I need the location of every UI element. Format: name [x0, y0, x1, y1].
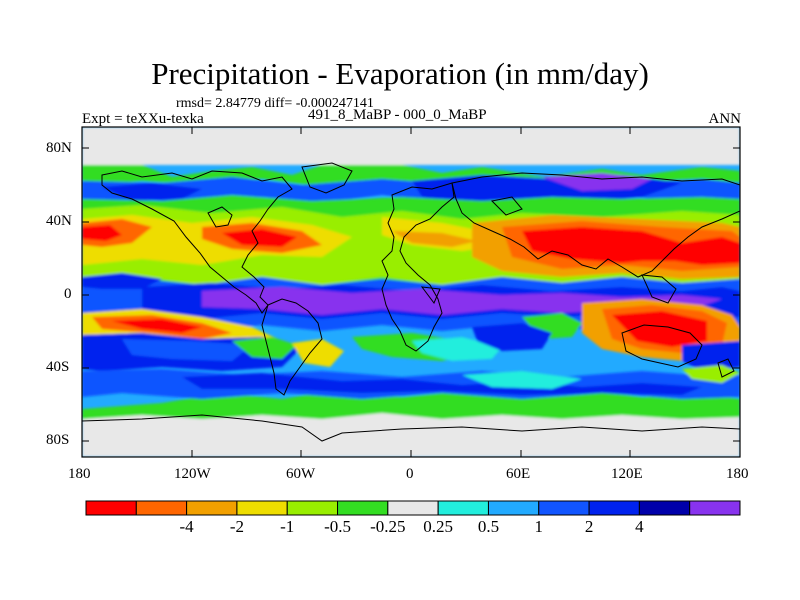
colorbar-swatch	[487, 500, 540, 516]
colorbar-label: 0.25	[423, 517, 454, 536]
lon-label: 120W	[174, 466, 211, 482]
season-label: ANN	[708, 111, 742, 127]
colorbar-swatch	[437, 500, 489, 516]
lon-label: 60E	[506, 466, 531, 482]
lat-label: 0	[64, 286, 72, 302]
lon-label: 180	[726, 466, 749, 482]
colorbar-label: -4	[179, 517, 194, 536]
colorbar-label: -0.5	[324, 517, 351, 536]
colorbar-label: 0.5	[477, 517, 500, 536]
colorbar-swatch	[186, 500, 238, 516]
colorbar-label: -1	[280, 517, 295, 536]
colorbar-swatch	[236, 500, 288, 516]
colorbar-label: 4	[635, 517, 644, 536]
lon-label: 0	[406, 466, 414, 482]
colorbar-swatch	[85, 500, 137, 516]
lat-label: 80S	[46, 432, 70, 448]
lon-label: 120E	[611, 466, 643, 482]
colorbar-label: -2	[229, 517, 245, 536]
period-label: 491_8_MaBP - 000_0_MaBP	[308, 107, 487, 123]
colorbar-label: 2	[584, 517, 594, 536]
lon-label: 180	[68, 466, 91, 482]
lat-label: 40N	[46, 213, 72, 229]
colorbar-swatch	[387, 500, 439, 516]
colorbar-swatch	[588, 500, 640, 516]
colorbar-label: 1	[534, 517, 544, 536]
colorbar-swatch	[286, 500, 339, 516]
chart-title: Precipitation - Evaporation (in mm/day)	[151, 56, 649, 91]
lat-label: 80N	[46, 140, 72, 156]
lat-label: 40S	[46, 359, 70, 375]
stats-line: rmsd= 2.84779 diff= -0.000247141	[176, 96, 374, 111]
colorbar-swatch	[538, 500, 590, 516]
lon-label: 60W	[286, 466, 316, 482]
colorbar-swatch	[135, 500, 188, 516]
colorbar-swatch	[337, 500, 389, 516]
colorbar-swatch	[689, 500, 741, 516]
experiment-label: Expt = teXXu-texka	[82, 111, 204, 127]
colorbar-swatch	[638, 500, 691, 516]
colorbar-label: -0.25	[370, 517, 406, 536]
